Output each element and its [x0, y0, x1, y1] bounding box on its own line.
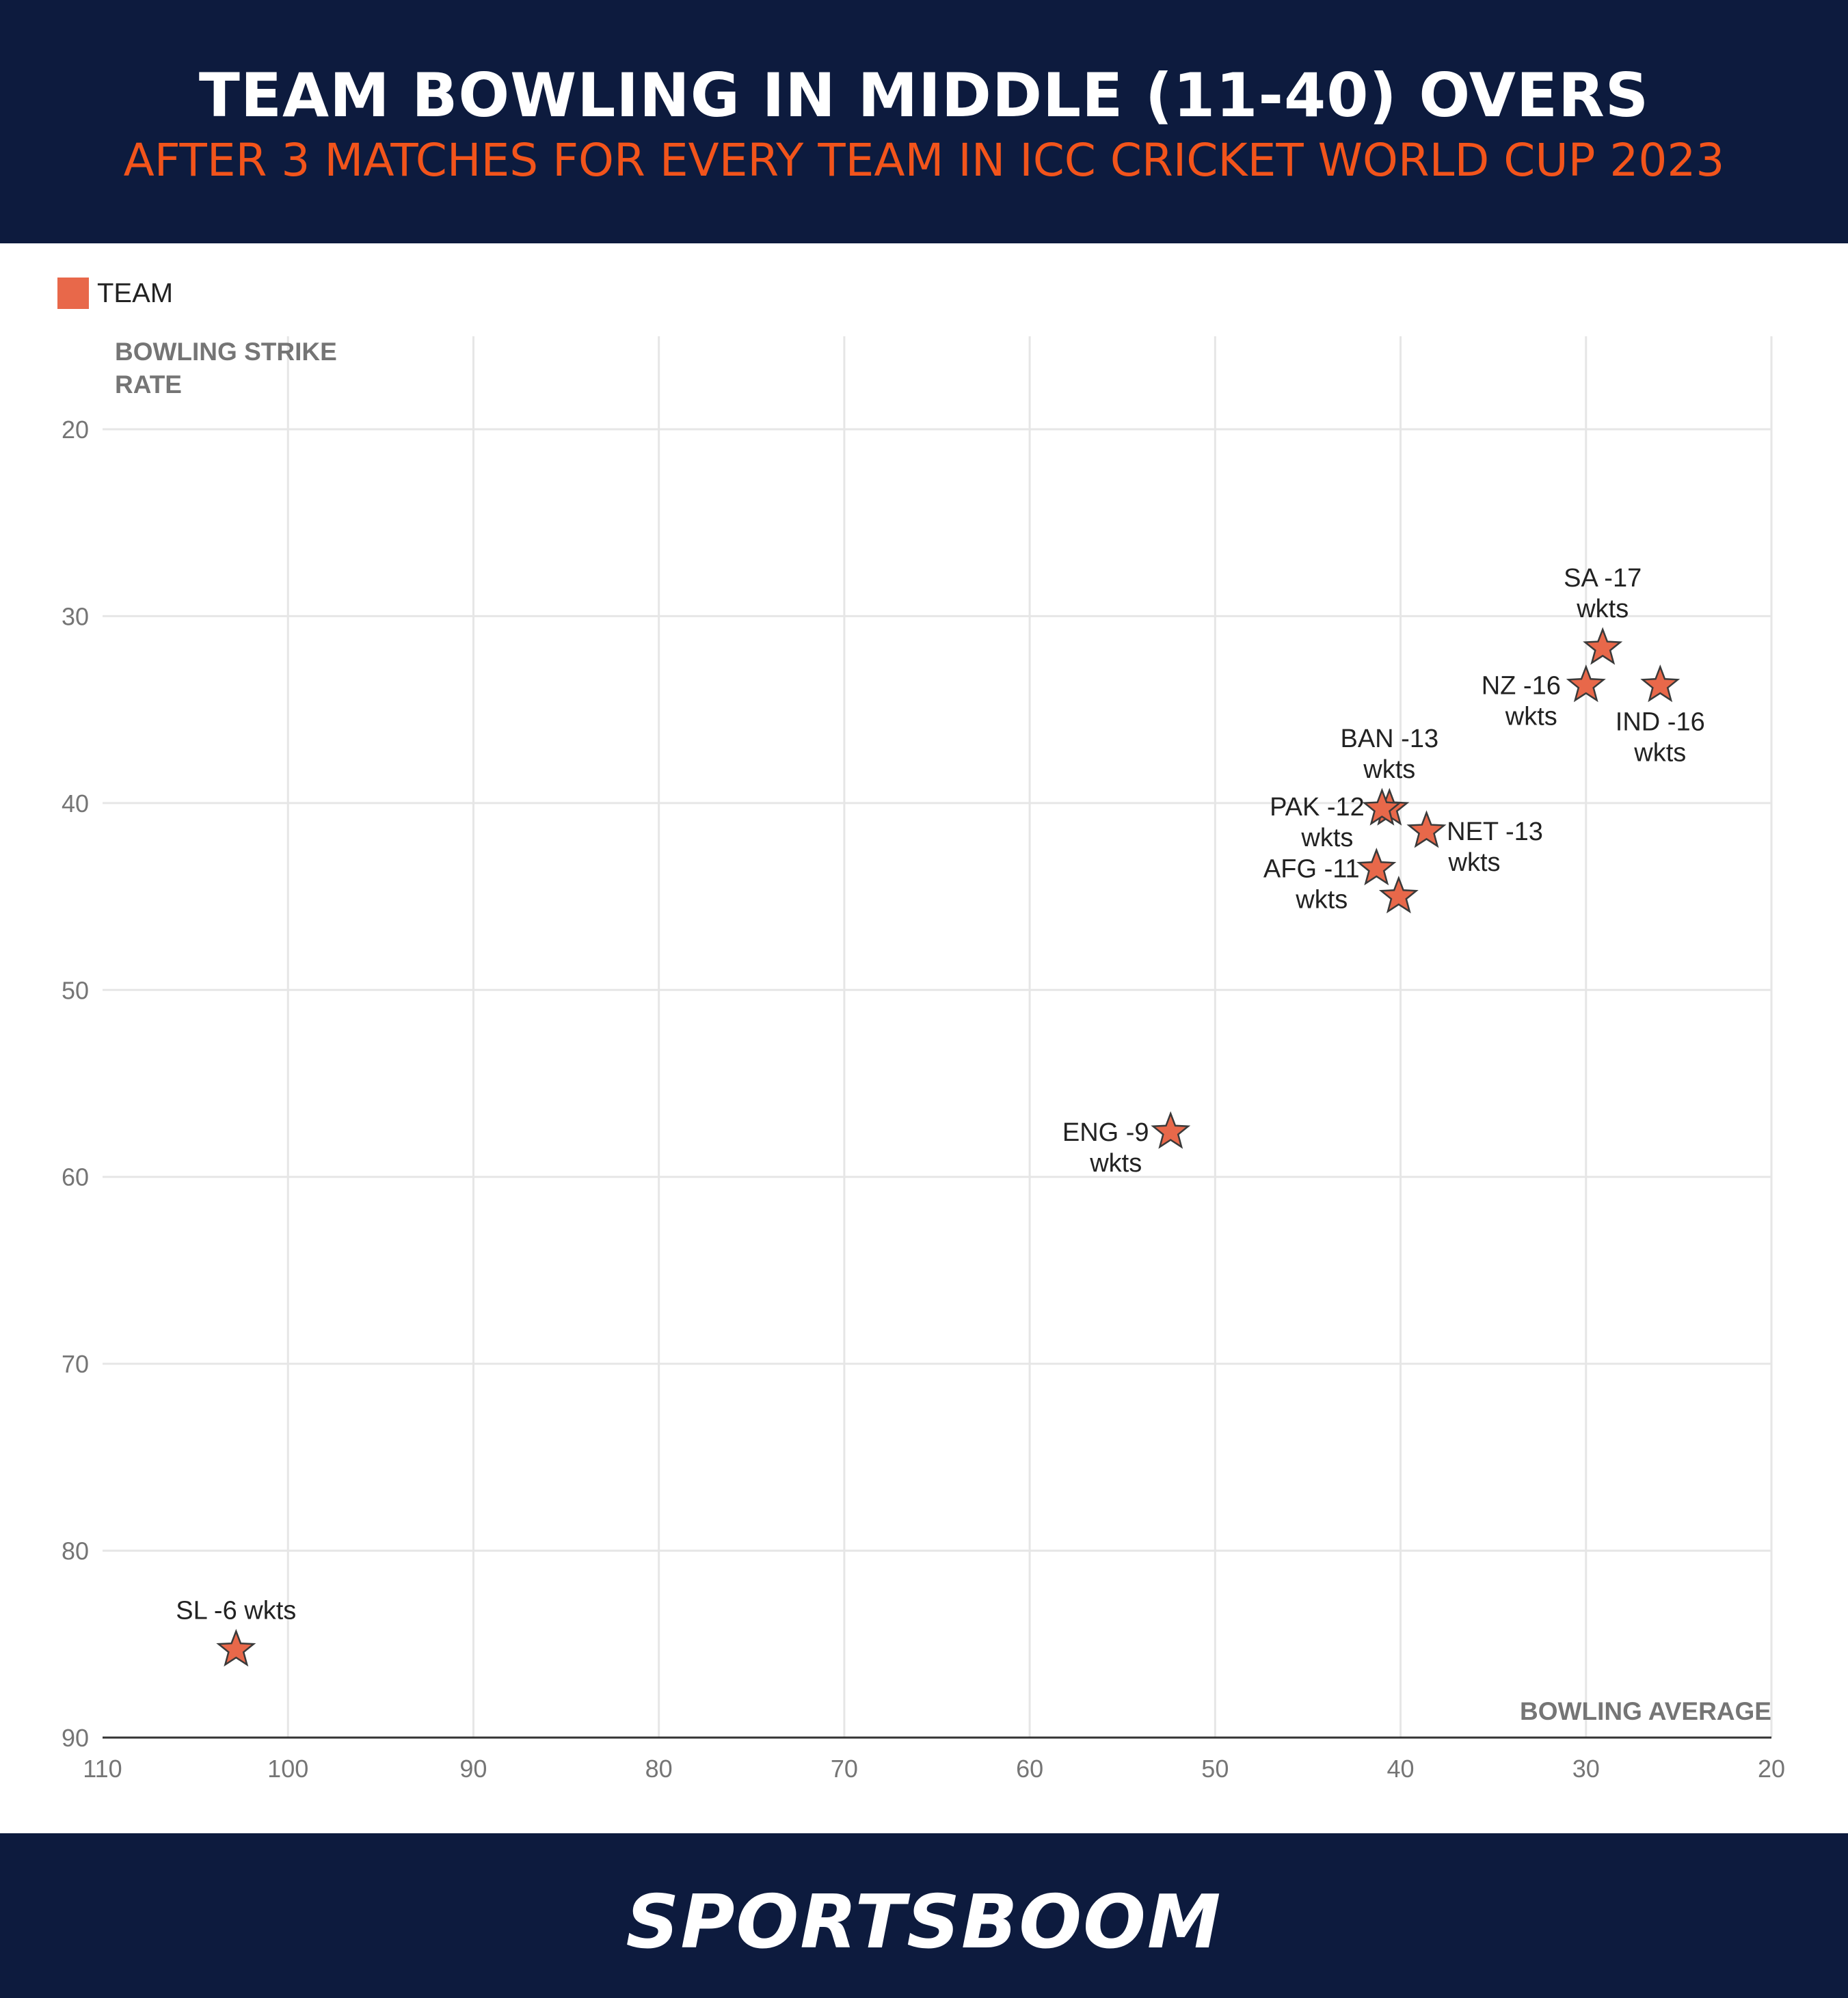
header-banner: TEAM BOWLING IN MIDDLE (11-40) OVERS AFT… — [0, 0, 1848, 243]
star-point-net — [1406, 810, 1447, 848]
axis-titles: BOWLING AVERAGE BOWLING STRIKE RATE — [115, 338, 1771, 1725]
y-tick-label: 40 — [62, 789, 89, 818]
scatter-plot: 110 100 90 80 70 60 50 40 30 20 20 30 40 50 60 70 80 90 B… — [62, 336, 1785, 1783]
y-tick-label: 80 — [62, 1537, 89, 1565]
point-label-pak: PAK -12 — [1270, 793, 1365, 822]
chart-title: TEAM BOWLING IN MIDDLE (11-40) OVERS — [198, 60, 1650, 131]
star-point-eng — [1151, 1111, 1191, 1149]
point-label-sa: wkts — [1576, 595, 1629, 623]
axis-ticks: 110 100 90 80 70 60 50 40 30 20 20 30 40 50 60 70 80 90 — [62, 416, 1785, 1783]
x-tick-label: 60 — [1016, 1755, 1043, 1783]
grid — [103, 336, 1773, 1739]
star-point-afg — [1356, 848, 1397, 886]
star-point-sa — [1583, 627, 1623, 665]
footer-banner — [0, 1833, 1848, 1998]
star-point-sl — [216, 1628, 256, 1667]
star-point-ind — [1640, 664, 1680, 703]
x-tick-label: 110 — [83, 1755, 122, 1783]
x-tick-label: 50 — [1201, 1755, 1229, 1783]
y-tick-label: 60 — [62, 1163, 89, 1191]
point-label-net: NET -13 — [1447, 818, 1543, 846]
y-tick-label: 70 — [62, 1350, 89, 1378]
y-tick-label: 30 — [62, 602, 89, 630]
x-tick-label: 70 — [831, 1755, 858, 1783]
data-points — [216, 627, 1680, 1667]
legend-swatch — [57, 278, 89, 309]
x-tick-label: 100 — [267, 1755, 308, 1783]
point-label-ban: wkts — [1363, 755, 1415, 784]
point-label-net: wkts — [1448, 848, 1501, 877]
point-label-nz: wkts — [1505, 703, 1557, 731]
point-label-afg: wkts — [1295, 886, 1348, 915]
point-label-nz: NZ -16 — [1482, 672, 1561, 701]
x-tick-label: 40 — [1387, 1755, 1415, 1783]
legend: TEAM — [57, 276, 173, 310]
point-label-eng: wkts — [1089, 1149, 1142, 1178]
x-tick-label: 20 — [1758, 1755, 1785, 1783]
y-tick-label: 50 — [62, 976, 89, 1004]
point-label-ind: wkts — [1633, 739, 1686, 768]
point-label-afg: AFG -11 — [1263, 855, 1360, 884]
y-tick-label: 20 — [62, 416, 89, 444]
legend-label: TEAM — [97, 278, 174, 308]
point-label-sl: SL -6 wkts — [176, 1596, 296, 1625]
y-tick-label: 90 — [62, 1724, 89, 1752]
point-label-eng: ENG -9 — [1062, 1118, 1149, 1147]
star-point-pak — [1362, 787, 1402, 826]
chart-subtitle: AFTER 3 MATCHES FOR EVERY TEAM IN ICC CR… — [123, 134, 1725, 187]
x-axis-title: BOWLING AVERAGE — [1520, 1697, 1771, 1725]
point-label-ind: IND -16 — [1616, 708, 1705, 737]
x-tick-label: 30 — [1572, 1755, 1600, 1783]
y-axis-title: RATE — [115, 370, 182, 399]
x-tick-label: 80 — [645, 1755, 673, 1783]
y-axis-title: BOWLING STRIKE — [115, 338, 337, 366]
brand-logo: SPORTSBOOM — [626, 1880, 1222, 1965]
point-label-sa: SA -17 — [1564, 564, 1642, 593]
point-label-pak: wkts — [1300, 824, 1353, 852]
point-label-ban: BAN -13 — [1340, 725, 1438, 753]
x-tick-label: 90 — [459, 1755, 487, 1783]
star-point-nz — [1566, 664, 1606, 703]
star-point-unlabeled — [1378, 876, 1419, 914]
